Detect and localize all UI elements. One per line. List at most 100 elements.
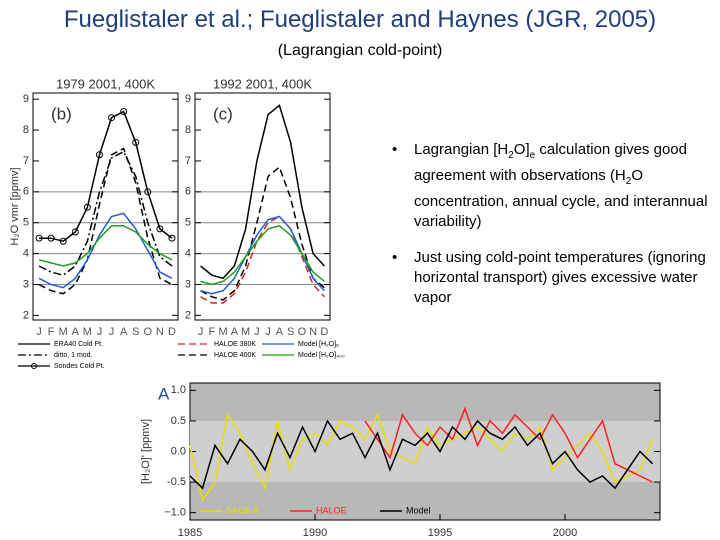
y-tick-label: 3: [23, 278, 29, 290]
plot-band: [190, 420, 660, 483]
x-tick-label: S: [132, 326, 139, 338]
panel-label: (b): [51, 104, 72, 123]
legend-marker: [31, 363, 37, 369]
bullet-text: O]: [513, 141, 530, 158]
series-line: [38, 212, 173, 289]
bullet: Lagrangian [H2O]e calculation gives good…: [390, 140, 714, 232]
series-line: [364, 406, 653, 483]
bullet-text: 2: [508, 150, 514, 161]
y-tick-label: 9: [185, 93, 191, 105]
x-tick-label: A: [72, 326, 80, 338]
y-tick-label: 1.0: [171, 384, 186, 396]
title: Fueglistaler et al.; Fueglistaler and Ha…: [63, 6, 657, 33]
panel-label: A: [158, 384, 170, 403]
y-tick-label: 0.5: [171, 415, 186, 427]
y-tick-label: 3: [185, 278, 191, 290]
x-tick-label: S: [287, 326, 294, 338]
legend-label: ditto, 1 mod.: [54, 352, 93, 359]
bullet-text: calculation gives good agreement with ob…: [414, 141, 687, 184]
bullet: Just using cold-point temperatures (igno…: [390, 248, 714, 308]
series-line: [38, 150, 173, 277]
x-tick-label: M: [241, 326, 250, 338]
bullet-text: O concentration, annual cycle, and inter…: [414, 167, 708, 230]
x-tick-label: J: [97, 326, 103, 338]
x-tick-label: J: [265, 326, 271, 338]
legend-label: HALOE 380K: [214, 341, 256, 348]
series-line: [189, 419, 654, 490]
point: [47, 234, 55, 242]
panel-title: 1992 2001, 400K: [213, 76, 312, 91]
legend-label: SAGE II: [226, 505, 259, 515]
y-tick-label: 7: [185, 155, 191, 167]
point: [156, 225, 164, 233]
bullet-text: e: [529, 150, 536, 161]
series-line: [200, 104, 325, 280]
x-tick-label: M: [83, 326, 92, 338]
y-axis-label: H₂O vmr [ppmv]: [9, 167, 21, 245]
legend-label: HALOE: [316, 505, 347, 515]
legend-label: Model: [406, 505, 431, 515]
x-tick-label: 2000: [553, 527, 577, 539]
point: [120, 108, 128, 116]
y-tick-label: 9: [23, 93, 29, 105]
x-tick-label: O: [144, 326, 153, 338]
y-tick-label: 6: [23, 186, 29, 198]
bullet-text: Just using cold-point temperatures (igno…: [414, 249, 706, 306]
point: [95, 151, 103, 159]
series-line: [39, 110, 173, 243]
legend-label: Model [H₂O]₄₀₀: [298, 352, 345, 359]
x-tick-label: 1985: [178, 527, 202, 539]
x-tick-label: 1995: [428, 527, 452, 539]
x-tick-label: J: [198, 326, 204, 338]
y-tick-label: -0.5: [167, 476, 186, 488]
point: [144, 188, 152, 196]
panel-title: 1979 2001, 400K: [56, 76, 155, 91]
x-tick-label: D: [168, 326, 176, 338]
x-tick-label: A: [120, 326, 128, 338]
series-line: [38, 147, 173, 295]
y-tick-label: 2: [185, 309, 191, 321]
x-tick-label: 1990: [303, 527, 327, 539]
x-tick-label: J: [254, 326, 260, 338]
y-tick-label: 4: [23, 248, 29, 260]
series-line: [200, 224, 325, 286]
x-tick-label: F: [209, 326, 216, 338]
plot-background: [32, 92, 179, 321]
legend-label: Model [H₂O]ₑ: [298, 341, 339, 348]
point: [59, 237, 67, 245]
subtitle: (Lagrangian cold-point): [277, 42, 443, 59]
legend-label: ERA40 Cold Pt.: [54, 341, 103, 348]
x-tick-label: N: [156, 326, 164, 338]
series-line: [38, 225, 173, 267]
y-tick-label: 0.0: [171, 445, 186, 457]
bullet-text: 2: [625, 176, 632, 187]
y-axis-label: [H₂O]' [ppmv]: [140, 419, 152, 484]
y-tick-label: 4: [185, 248, 191, 260]
legend-label: Sondes Cold Pt.: [54, 363, 105, 370]
series-line: [189, 412, 654, 503]
panel-label: (c): [213, 104, 233, 123]
x-tick-label: M: [219, 326, 228, 338]
point: [132, 138, 140, 146]
x-tick-label: F: [48, 326, 55, 338]
bullet-text: Lagrangian [H: [414, 141, 509, 158]
x-tick-label: A: [231, 326, 239, 338]
legend-label: HALOE 400K: [214, 352, 256, 359]
x-tick-label: M: [59, 326, 68, 338]
y-tick-label: 8: [23, 124, 29, 136]
y-tick-label: 8: [185, 124, 191, 136]
point: [83, 203, 91, 211]
y-tick-label: 2: [23, 309, 29, 321]
x-tick-label: O: [298, 326, 307, 338]
y-tick-label: 6: [185, 186, 191, 198]
plot-background: [194, 92, 331, 321]
point: [168, 234, 176, 242]
series-line: [200, 165, 325, 301]
y-tick-label: 5: [185, 217, 191, 229]
series-line: [200, 215, 325, 304]
y-tick-label: −1.0: [164, 507, 186, 519]
x-tick-label: N: [309, 326, 317, 338]
y-tick-label: 7: [23, 155, 29, 167]
